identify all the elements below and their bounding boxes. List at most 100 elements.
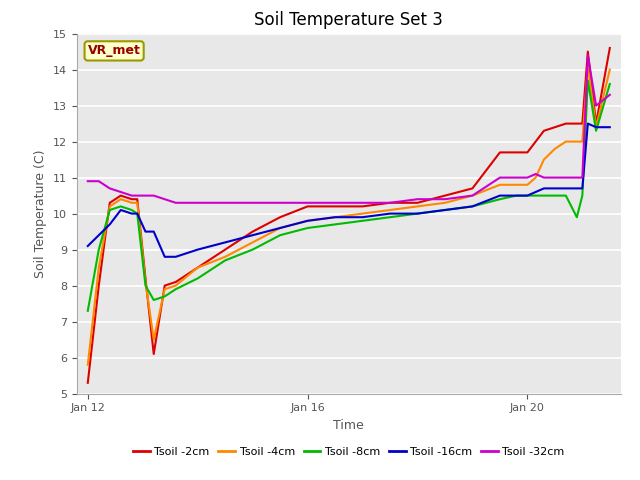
Tsoil -2cm	[513, 150, 520, 156]
Tsoil -32cm	[332, 200, 339, 205]
Tsoil -2cm	[150, 351, 157, 357]
Tsoil -2cm	[221, 247, 229, 252]
Tsoil -4cm	[84, 362, 92, 368]
Tsoil -4cm	[551, 146, 559, 152]
Tsoil -32cm	[358, 200, 366, 205]
Tsoil -2cm	[441, 192, 449, 199]
Tsoil -2cm	[468, 185, 476, 191]
Tsoil -2cm	[161, 283, 168, 288]
Tsoil -8cm	[358, 218, 366, 224]
Tsoil -32cm	[540, 175, 548, 180]
Tsoil -32cm	[194, 200, 202, 205]
Tsoil -2cm	[579, 120, 586, 126]
Tsoil -4cm	[276, 225, 284, 231]
Tsoil -8cm	[332, 221, 339, 227]
Tsoil -16cm	[133, 211, 141, 216]
Tsoil -2cm	[84, 380, 92, 386]
Tsoil -4cm	[573, 139, 580, 144]
Tsoil -32cm	[468, 192, 476, 199]
Tsoil -2cm	[194, 264, 202, 270]
Tsoil -32cm	[513, 175, 520, 180]
Tsoil -2cm	[133, 196, 141, 202]
Tsoil -2cm	[358, 204, 366, 209]
Tsoil -4cm	[584, 63, 591, 69]
Tsoil -16cm	[606, 124, 614, 130]
Tsoil -4cm	[592, 124, 600, 130]
Tsoil -8cm	[128, 207, 136, 213]
Tsoil -16cm	[161, 254, 168, 260]
Tsoil -2cm	[117, 192, 125, 199]
Tsoil -2cm	[562, 120, 570, 126]
Tsoil -8cm	[133, 211, 141, 216]
Tsoil -16cm	[150, 228, 157, 234]
Tsoil -32cm	[172, 200, 180, 205]
Tsoil -16cm	[573, 185, 580, 191]
Tsoil -8cm	[513, 192, 520, 199]
Tsoil -2cm	[172, 279, 180, 285]
Tsoil -16cm	[513, 192, 520, 199]
Tsoil -16cm	[332, 214, 339, 220]
Tsoil -2cm	[276, 214, 284, 220]
Tsoil -8cm	[117, 204, 125, 209]
X-axis label: Time: Time	[333, 419, 364, 432]
Tsoil -8cm	[551, 192, 559, 199]
Tsoil -2cm	[95, 283, 102, 288]
Tsoil -8cm	[141, 283, 149, 288]
Tsoil -16cm	[413, 211, 421, 216]
Tsoil -4cm	[386, 207, 394, 213]
Tsoil -32cm	[496, 175, 504, 180]
Tsoil -32cm	[106, 185, 114, 191]
Tsoil -16cm	[524, 192, 531, 199]
Tsoil -4cm	[141, 279, 149, 285]
Tsoil -16cm	[95, 232, 102, 238]
Tsoil -32cm	[573, 175, 580, 180]
Tsoil -32cm	[117, 189, 125, 195]
Tsoil -8cm	[304, 225, 312, 231]
Tsoil -32cm	[551, 175, 559, 180]
Tsoil -32cm	[413, 196, 421, 202]
Tsoil -32cm	[579, 175, 586, 180]
Tsoil -4cm	[468, 192, 476, 199]
Tsoil -8cm	[532, 192, 540, 199]
Tsoil -16cm	[304, 218, 312, 224]
Tsoil -16cm	[592, 124, 600, 130]
Tsoil -8cm	[95, 247, 102, 252]
Tsoil -8cm	[150, 297, 157, 303]
Tsoil -8cm	[194, 276, 202, 281]
Tsoil -32cm	[249, 200, 257, 205]
Tsoil -32cm	[150, 192, 157, 199]
Tsoil -8cm	[106, 207, 114, 213]
Tsoil -8cm	[562, 192, 570, 199]
Tsoil -4cm	[221, 254, 229, 260]
Tsoil -4cm	[441, 200, 449, 205]
Tsoil -8cm	[524, 192, 531, 199]
Tsoil -8cm	[161, 293, 168, 300]
Tsoil -2cm	[551, 124, 559, 130]
Tsoil -16cm	[249, 232, 257, 238]
Tsoil -8cm	[606, 81, 614, 87]
Tsoil -2cm	[606, 45, 614, 51]
Tsoil -32cm	[386, 200, 394, 205]
Tsoil -2cm	[386, 200, 394, 205]
Legend: Tsoil -2cm, Tsoil -4cm, Tsoil -8cm, Tsoil -16cm, Tsoil -32cm: Tsoil -2cm, Tsoil -4cm, Tsoil -8cm, Tsoi…	[129, 443, 569, 461]
Tsoil -4cm	[161, 286, 168, 292]
Tsoil -16cm	[468, 204, 476, 209]
Tsoil -4cm	[117, 196, 125, 202]
Tsoil -8cm	[386, 214, 394, 220]
Tsoil -2cm	[524, 150, 531, 156]
Tsoil -4cm	[524, 182, 531, 188]
Tsoil -2cm	[584, 48, 591, 54]
Y-axis label: Soil Temperature (C): Soil Temperature (C)	[35, 149, 47, 278]
Tsoil -32cm	[532, 171, 540, 177]
Line: Tsoil -16cm: Tsoil -16cm	[88, 123, 610, 257]
Tsoil -2cm	[496, 150, 504, 156]
Tsoil -8cm	[413, 211, 421, 216]
Tsoil -8cm	[584, 77, 591, 84]
Tsoil -16cm	[84, 243, 92, 249]
Tsoil -4cm	[562, 139, 570, 144]
Tsoil -4cm	[413, 204, 421, 209]
Tsoil -32cm	[95, 178, 102, 184]
Tsoil -16cm	[496, 192, 504, 199]
Text: VR_met: VR_met	[88, 44, 141, 58]
Tsoil -2cm	[592, 120, 600, 126]
